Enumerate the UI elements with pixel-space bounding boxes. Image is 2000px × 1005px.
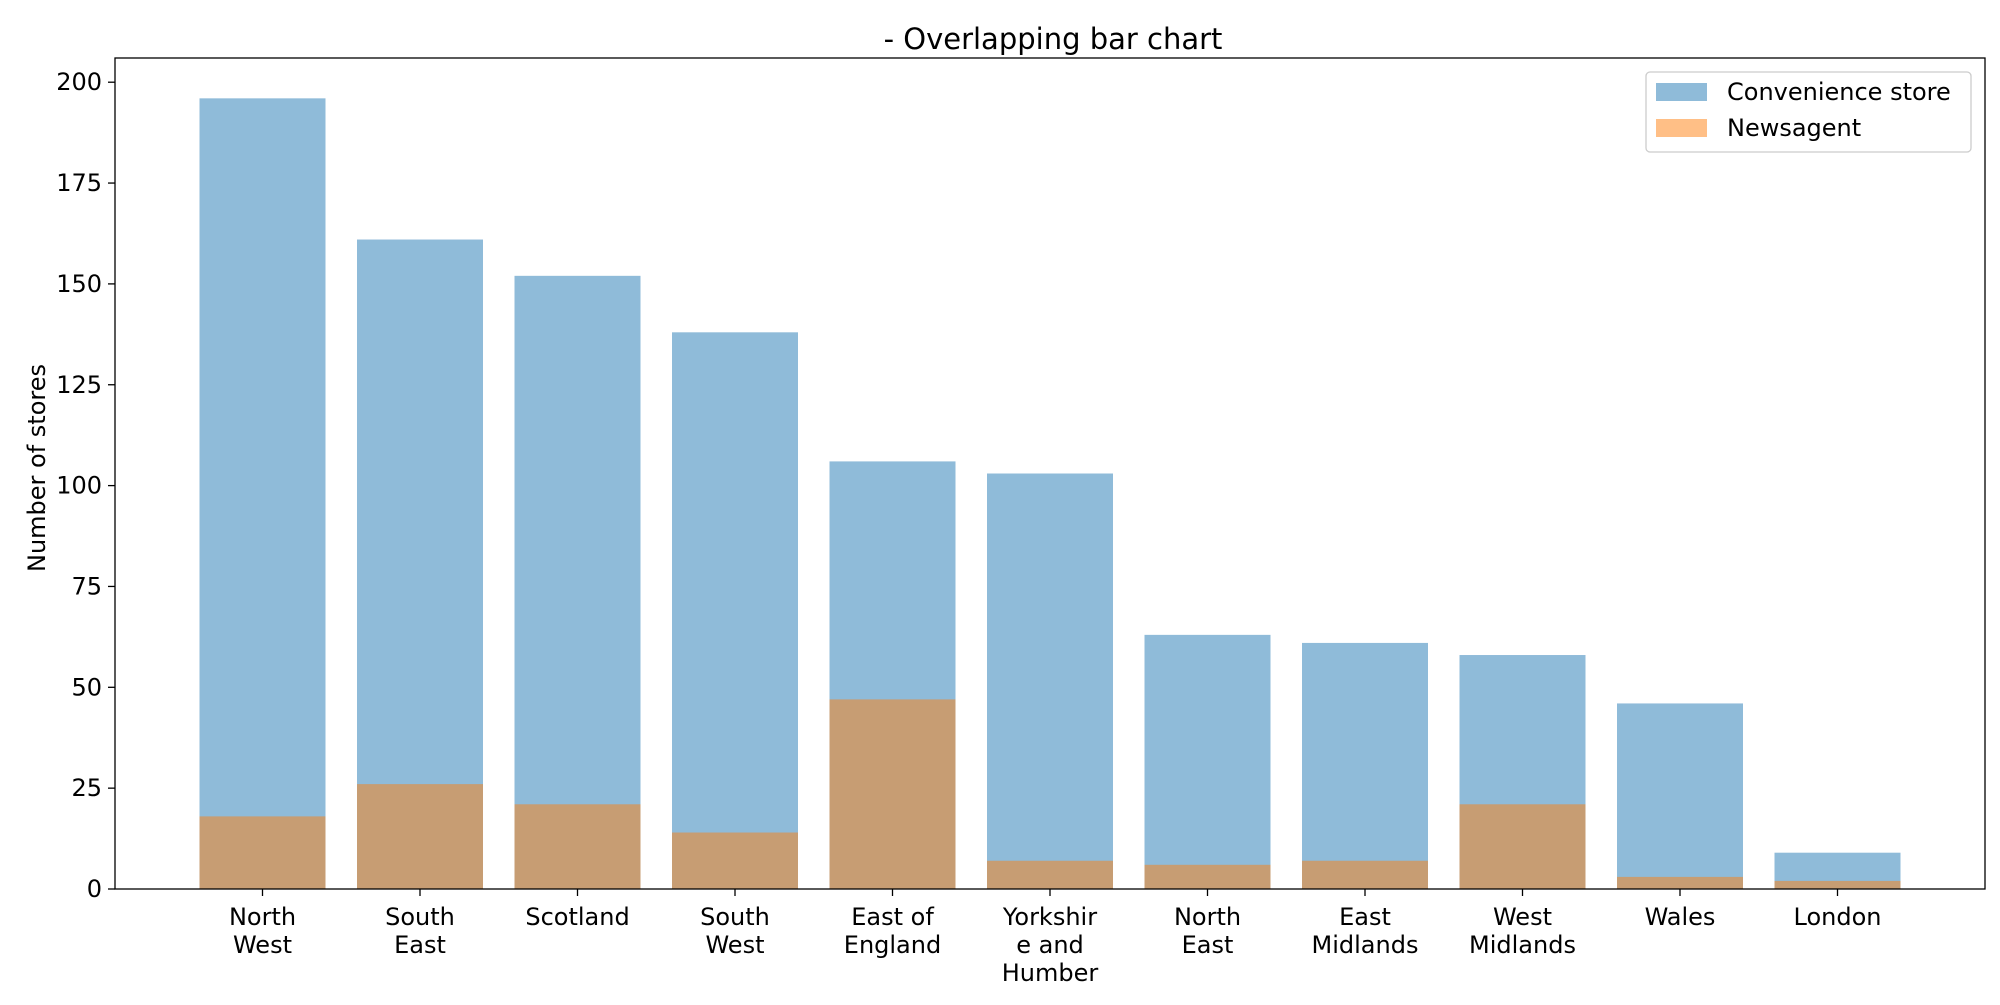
x-tick-label: East Midlands: [1312, 903, 1419, 959]
x-tick-label: North East: [1174, 903, 1241, 959]
chart-title: - Overlapping bar chart: [884, 22, 1223, 56]
y-tick-label: 75: [71, 572, 102, 600]
legend-label-newsagent: Newsagent: [1727, 114, 1861, 142]
y-tick-label: 25: [71, 774, 102, 802]
y-tick-label: 0: [87, 875, 102, 903]
x-tick-label: West Midlands: [1469, 903, 1576, 959]
bar-convenience-store-1: [357, 239, 483, 890]
legend: [1645, 71, 1972, 153]
x-tick-label: North West: [229, 903, 296, 959]
bar-convenience-store-6: [1144, 634, 1271, 889]
bar-convenience-store-0: [199, 98, 326, 890]
bar-convenience-store-5: [987, 473, 1113, 889]
x-tick-label: Wales: [1645, 903, 1716, 931]
bar-newsagent-1: [357, 784, 483, 889]
bar-convenience-store-7: [1302, 642, 1428, 889]
bar-newsagent-0: [199, 816, 326, 889]
legend-swatch-newsagent: [1656, 119, 1707, 137]
bar-newsagent-4: [829, 699, 956, 889]
x-tick-label: London: [1794, 903, 1882, 931]
y-axis-label: Number of stores: [23, 364, 51, 572]
x-tick-label: East of England: [844, 903, 941, 959]
y-tick-label: 125: [56, 371, 102, 399]
x-tick-label: South West: [700, 903, 770, 959]
bar-newsagent-10: [1774, 880, 1901, 889]
y-tick-label: 150: [56, 270, 102, 298]
bar-newsagent-2: [514, 804, 641, 889]
bar-convenience-store-3: [672, 332, 798, 889]
bar-newsagent-5: [987, 860, 1113, 889]
y-tick-label: 50: [71, 673, 102, 701]
x-tick-label: Scotland: [525, 903, 629, 931]
legend-swatch-convenience-store: [1656, 83, 1707, 101]
y-tick-label: 200: [56, 68, 102, 96]
bar-newsagent-9: [1617, 876, 1743, 889]
y-tick-label: 100: [56, 472, 102, 500]
bar-convenience-store-9: [1617, 703, 1743, 889]
bar-convenience-store-2: [514, 275, 641, 889]
bar-newsagent-3: [672, 832, 798, 889]
bar-newsagent-6: [1144, 864, 1271, 889]
bar-newsagent-7: [1302, 860, 1428, 889]
y-tick-label: 175: [56, 169, 102, 197]
bar-newsagent-8: [1459, 804, 1586, 889]
legend-label-convenience-store: Convenience store: [1727, 78, 1951, 106]
x-tick-label: South East: [385, 903, 455, 959]
x-tick-label: Yorkshir e and Humber: [1002, 903, 1099, 987]
